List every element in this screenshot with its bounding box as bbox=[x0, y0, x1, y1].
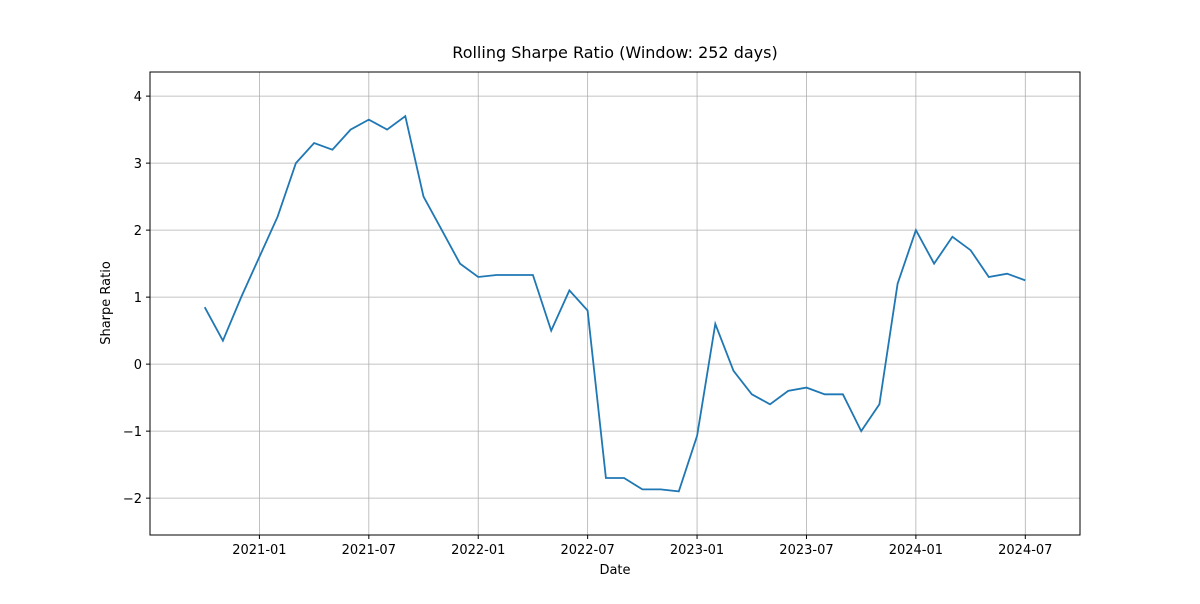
x-tick-label: 2021-01 bbox=[232, 543, 286, 558]
plot-frame bbox=[149, 71, 1081, 536]
x-tick-label: 2024-07 bbox=[998, 543, 1052, 558]
x-axis-label: Date bbox=[599, 563, 630, 578]
x-tick-label: 2021-07 bbox=[342, 543, 396, 558]
y-tick-label: 1 bbox=[134, 291, 142, 306]
x-tick-label: 2023-01 bbox=[670, 543, 724, 558]
y-tick-label: −1 bbox=[123, 425, 142, 440]
y-tick-label: 3 bbox=[134, 157, 142, 172]
y-tick-label: −2 bbox=[123, 492, 142, 507]
x-tick-label: 2024-01 bbox=[889, 543, 943, 558]
y-tick-label: 2 bbox=[134, 224, 142, 239]
x-tick-label: 2022-01 bbox=[451, 543, 505, 558]
y-tick-label: 0 bbox=[134, 358, 142, 373]
y-tick-label: 4 bbox=[134, 90, 142, 105]
data-line bbox=[203, 114, 1026, 493]
x-tick-label: 2023-07 bbox=[779, 543, 833, 558]
y-axis-label: Sharpe Ratio bbox=[99, 261, 114, 345]
chart-title: Rolling Sharpe Ratio (Window: 252 days) bbox=[452, 43, 777, 62]
x-tick-label: 2022-07 bbox=[560, 543, 614, 558]
